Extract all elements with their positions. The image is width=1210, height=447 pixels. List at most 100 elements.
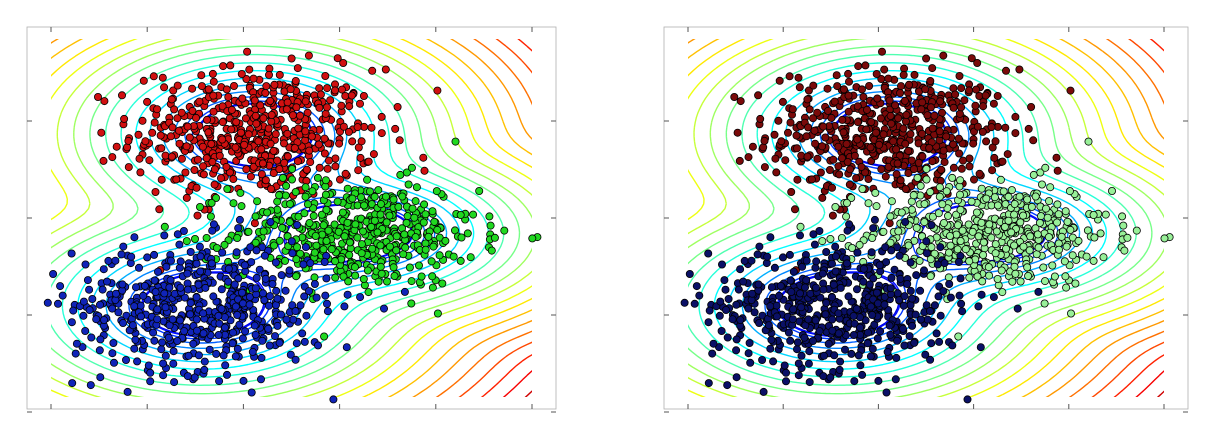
scatter-point bbox=[920, 266, 929, 275]
scatter-point bbox=[948, 173, 957, 182]
scatter-point bbox=[772, 168, 781, 177]
scatter-point bbox=[293, 157, 302, 166]
scatter-point bbox=[392, 232, 401, 241]
scatter-point bbox=[214, 330, 223, 339]
scatter-point bbox=[345, 238, 354, 247]
scatter-point bbox=[209, 292, 218, 301]
scatter-point bbox=[793, 144, 802, 153]
scatter-point bbox=[807, 175, 816, 184]
scatter-point bbox=[873, 94, 882, 103]
scatter-point bbox=[173, 81, 182, 90]
scatter-point bbox=[419, 218, 428, 227]
scatter-point bbox=[744, 153, 753, 162]
scatter-point bbox=[255, 265, 264, 274]
scatter-point bbox=[316, 90, 325, 99]
scatter-point bbox=[1090, 233, 1099, 242]
scatter-point bbox=[369, 150, 378, 159]
scatter-point bbox=[259, 227, 268, 236]
scatter-point bbox=[830, 351, 839, 360]
scatter-point bbox=[879, 227, 888, 236]
scatter-point bbox=[109, 338, 118, 347]
scatter-point bbox=[810, 240, 819, 249]
scatter-point bbox=[227, 125, 236, 134]
scatter-point bbox=[466, 253, 475, 262]
scatter-point bbox=[872, 288, 881, 297]
scatter-point bbox=[173, 336, 182, 345]
scatter-point bbox=[374, 186, 383, 195]
scatter-point bbox=[396, 170, 405, 179]
scatter-point bbox=[270, 80, 279, 89]
scatter-point bbox=[216, 174, 225, 183]
scatter-point bbox=[1027, 103, 1036, 112]
scatter-point bbox=[215, 377, 224, 386]
scatter-point bbox=[857, 162, 866, 171]
scatter-point bbox=[433, 86, 442, 95]
scatter-point bbox=[944, 273, 953, 282]
scatter-point bbox=[85, 305, 94, 314]
scatter-point bbox=[420, 166, 429, 175]
scatter-point bbox=[282, 315, 291, 324]
scatter-point bbox=[704, 379, 713, 388]
scatter-point bbox=[487, 246, 496, 255]
scatter-point bbox=[805, 347, 814, 356]
scatter-point bbox=[280, 158, 289, 167]
scatter-point bbox=[858, 370, 867, 379]
scatter-point bbox=[215, 151, 224, 160]
scatter-point bbox=[276, 310, 285, 319]
scatter-point bbox=[1041, 163, 1050, 172]
scatter-point bbox=[1061, 207, 1070, 216]
scatter-point bbox=[1024, 124, 1033, 133]
scatter-point bbox=[134, 263, 143, 272]
scatter-point bbox=[830, 97, 839, 106]
scatter-point bbox=[823, 84, 832, 93]
scatter-point bbox=[347, 91, 356, 100]
scatter-point bbox=[876, 114, 885, 123]
scatter-point bbox=[177, 154, 186, 163]
scatter-point bbox=[169, 86, 178, 95]
scatter-point bbox=[192, 259, 201, 268]
scatter-point bbox=[695, 291, 704, 300]
scatter-point bbox=[922, 301, 931, 310]
scatter-point bbox=[927, 339, 936, 348]
scatter-point bbox=[1026, 232, 1035, 241]
scatter-point bbox=[1052, 153, 1061, 162]
scatter-point bbox=[257, 145, 266, 154]
scatter-point bbox=[1060, 257, 1069, 266]
scatter-point bbox=[946, 241, 955, 250]
scatter-point bbox=[1118, 212, 1127, 221]
scatter-point bbox=[844, 292, 853, 301]
scatter-point bbox=[821, 133, 830, 142]
scatter-point bbox=[374, 277, 383, 286]
scatter-point bbox=[324, 226, 333, 235]
scatter-point bbox=[373, 228, 382, 237]
scatter-point bbox=[282, 181, 291, 190]
scatter-point bbox=[1046, 183, 1055, 192]
scatter-point bbox=[1007, 186, 1016, 195]
scatter-point bbox=[429, 242, 438, 251]
scatter-point bbox=[946, 231, 955, 240]
scatter-point bbox=[341, 169, 350, 178]
scatter-point bbox=[828, 183, 837, 192]
scatter-point bbox=[854, 62, 863, 71]
scatter-point bbox=[1010, 210, 1019, 219]
scatter-point bbox=[278, 173, 287, 182]
scatter-point bbox=[392, 246, 401, 255]
scatter-point bbox=[935, 183, 944, 192]
scatter-point bbox=[993, 274, 1002, 283]
scatter-point bbox=[342, 343, 351, 352]
scatter-point bbox=[214, 311, 223, 320]
scatter-point bbox=[157, 345, 166, 354]
scatter-point bbox=[265, 341, 274, 350]
scatter-point bbox=[1055, 245, 1064, 254]
scatter-point bbox=[300, 209, 309, 218]
scatter-point bbox=[910, 338, 919, 347]
scatter-point bbox=[108, 304, 117, 313]
scatter-point bbox=[394, 202, 403, 211]
scatter-point bbox=[967, 197, 976, 206]
scatter-point bbox=[321, 72, 330, 81]
scatter-point bbox=[952, 230, 961, 239]
scatter-point bbox=[343, 218, 352, 227]
scatter-point bbox=[789, 267, 798, 276]
scatter-point bbox=[838, 115, 847, 124]
scatter-point bbox=[370, 216, 379, 225]
